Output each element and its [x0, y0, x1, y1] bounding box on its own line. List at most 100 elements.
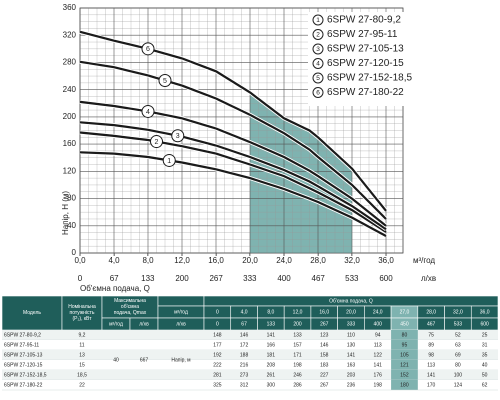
- head-value: 100: [454, 372, 463, 378]
- header-qmax-unit: л/хв: [139, 321, 149, 327]
- head-value: 157: [293, 342, 302, 348]
- head-value: 133: [293, 332, 302, 338]
- legend-marker-label: 6: [316, 90, 320, 97]
- x2-tick-label: 0: [78, 274, 83, 283]
- model: 6SPW 27-80-9,2: [4, 332, 41, 338]
- x2-tick-label: 400: [277, 274, 291, 283]
- legend-marker: [312, 58, 324, 69]
- head-value: 124: [454, 382, 463, 388]
- row-bg: [2, 360, 498, 370]
- legend-marker-label: 1: [316, 17, 320, 24]
- legend-marker: [312, 29, 324, 40]
- head-value: 170: [427, 382, 436, 388]
- header-q-lmin: 267: [320, 321, 329, 327]
- power: 18,5: [77, 372, 87, 378]
- head-value: 198: [293, 362, 302, 368]
- model: 6SPW 27-180-22: [4, 382, 43, 388]
- curve: [79, 121, 387, 231]
- header-q-lmin: 533: [454, 321, 463, 327]
- header-q-lmin: 400: [374, 321, 383, 327]
- header-power-cell: [61, 295, 103, 331]
- legend-box: [308, 12, 473, 106]
- head-value: 261: [267, 372, 276, 378]
- highlight-cell: [391, 370, 418, 380]
- y-tick-label: 360: [63, 3, 77, 12]
- head-value: 158: [320, 352, 329, 358]
- head-value: 69: [455, 352, 461, 358]
- y-tick-label: 200: [63, 112, 77, 121]
- head-value: 312: [240, 382, 249, 388]
- row-bg: [2, 350, 498, 360]
- curve-label-circle: [171, 129, 185, 143]
- x-tick-label: 0,0: [74, 256, 86, 265]
- head-value: 89: [428, 342, 434, 348]
- header-q-lmin: 333: [347, 321, 356, 327]
- row-bg: [2, 340, 498, 350]
- x2-tick-label: 533: [345, 274, 359, 283]
- head-value: 123: [320, 332, 329, 338]
- curve-label: 2: [155, 139, 159, 146]
- power: 9,2: [79, 332, 86, 338]
- curve: [79, 30, 387, 212]
- head-value: 130: [347, 342, 356, 348]
- header-power: Номінальна потужність (P₂), кВт: [68, 304, 96, 322]
- curve-label: 6: [146, 46, 150, 53]
- header-q-lmin: 600: [480, 321, 489, 327]
- x-tick-label: 20,0: [242, 256, 258, 265]
- legend-label: 6SPW 27-80-9,2: [327, 15, 401, 26]
- header-q-lmin: 0: [216, 321, 219, 327]
- head-value: 300: [267, 382, 276, 388]
- y-tick-label: 80: [67, 194, 76, 203]
- header-q-m3h: 32,0: [453, 309, 463, 315]
- header-q-m3h: 4,0: [241, 309, 248, 315]
- head-value: 222: [213, 362, 222, 368]
- head-value: 50: [482, 372, 488, 378]
- model: 6SPW 27-120-15: [4, 362, 43, 368]
- legend-marker-label: 2: [316, 32, 320, 39]
- legend-marker-label: 5: [316, 75, 320, 82]
- head-value: 146: [320, 342, 329, 348]
- head-value: 286: [293, 382, 302, 388]
- header-q-lmin: 450: [400, 321, 409, 327]
- curve-label: 1: [167, 158, 171, 165]
- x-tick-label: 16,0: [208, 256, 224, 265]
- head-value: 75: [428, 332, 434, 338]
- y-tick-label: 160: [63, 139, 77, 148]
- header-blank-cell: [157, 295, 205, 307]
- legend-label: 6SPW 27-95-11: [327, 29, 398, 40]
- head-value: 198: [374, 382, 383, 388]
- head-value: 40: [482, 362, 488, 368]
- curve: [79, 60, 387, 220]
- head-value: 95: [402, 342, 408, 348]
- head-value: 110: [347, 332, 355, 338]
- curve-label: 5: [163, 78, 167, 85]
- header-q-m3h: 20,0: [346, 309, 356, 315]
- head-value: 52: [455, 332, 461, 338]
- header-q-m3h: 8,0: [267, 309, 274, 315]
- x-tick-label: 12,0: [174, 256, 190, 265]
- head-value: 192: [213, 352, 222, 358]
- qmax-value: 667: [140, 357, 149, 363]
- curve-label-circle: [141, 104, 155, 118]
- head-value: 180: [400, 382, 409, 388]
- head-value: 152: [400, 372, 409, 378]
- row-bg: [2, 370, 498, 380]
- head-label: Напір, м: [171, 357, 191, 363]
- head-value: 188: [240, 352, 249, 358]
- head-value: 113: [427, 362, 435, 368]
- header-q-m3h: 28,0: [426, 309, 436, 315]
- header-q-m3h: 16,0: [319, 309, 329, 315]
- y-tick-label: 320: [63, 30, 77, 39]
- highlight-cell: [391, 350, 418, 360]
- head-value: 166: [267, 342, 276, 348]
- head-value: 62: [482, 382, 488, 388]
- row-bg: [2, 380, 498, 390]
- x-tick-label: 32,0: [344, 256, 360, 265]
- x2-tick-label: 67: [110, 274, 119, 283]
- header-q-lmin: 133: [267, 321, 276, 327]
- header-q-lmin: 67: [241, 321, 247, 327]
- header-q-m3h: 36,0: [480, 309, 490, 315]
- head-value: 208: [267, 362, 276, 368]
- head-value: 80: [402, 332, 408, 338]
